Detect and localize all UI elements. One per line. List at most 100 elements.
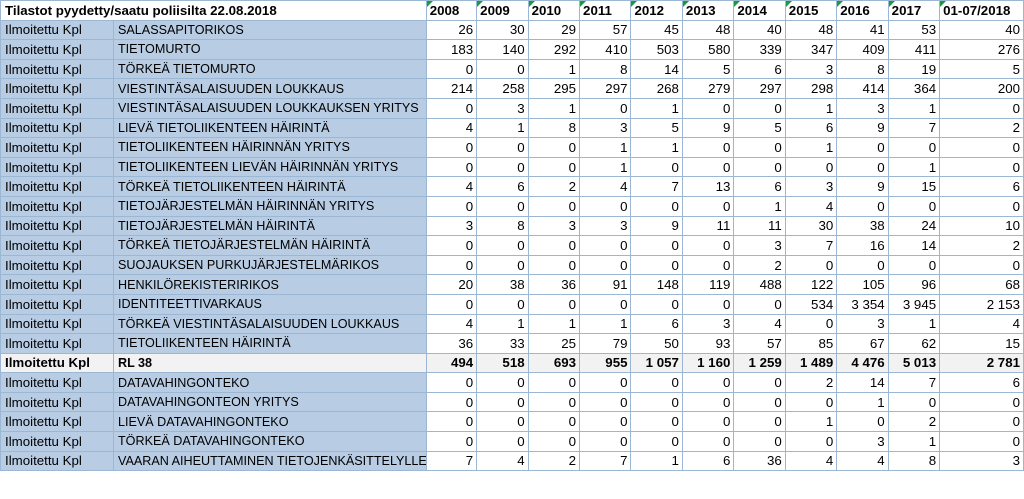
- value-cell[interactable]: 0: [527, 254, 581, 276]
- value-cell[interactable]: 140: [476, 39, 529, 60]
- value-cell[interactable]: 0: [939, 156, 1024, 178]
- value-cell[interactable]: 0: [425, 411, 478, 433]
- value-cell[interactable]: 8: [527, 117, 581, 139]
- value-cell[interactable]: 25: [527, 333, 581, 354]
- value-cell[interactable]: 0: [836, 156, 889, 178]
- value-cell[interactable]: 9: [836, 176, 889, 197]
- value-cell[interactable]: 1: [887, 156, 941, 178]
- row-type-cell[interactable]: Ilmoitettu Kpl: [0, 195, 114, 217]
- value-cell[interactable]: 4 476: [836, 352, 889, 374]
- offense-name-cell[interactable]: VAARAN AIHEUTTAMINEN TIETOJENKÄSITTELYLL…: [112, 450, 427, 472]
- value-cell[interactable]: 0: [733, 372, 786, 393]
- value-cell[interactable]: 0: [579, 293, 632, 315]
- value-cell[interactable]: 0: [476, 254, 529, 276]
- value-cell[interactable]: 3: [836, 431, 889, 452]
- offense-name-cell[interactable]: TIETOMURTO: [112, 39, 427, 60]
- value-cell[interactable]: 339: [733, 39, 786, 60]
- value-cell[interactable]: 1: [887, 313, 941, 335]
- year-header[interactable]: 2012: [630, 0, 683, 21]
- value-cell[interactable]: 409: [836, 39, 889, 60]
- value-cell[interactable]: 3: [784, 176, 838, 197]
- value-cell[interactable]: 3: [681, 313, 735, 335]
- value-cell[interactable]: 0: [733, 391, 786, 413]
- value-cell[interactable]: 0: [476, 372, 529, 393]
- offense-name-cell[interactable]: LIEVÄ TIETOLIIKENTEEN HÄIRINTÄ: [112, 117, 427, 139]
- value-cell[interactable]: 29: [527, 19, 581, 41]
- offense-name-cell[interactable]: TIETOLIIKENTEEN LIEVÄN HÄIRINNÄN YRITYS: [112, 156, 427, 178]
- value-cell[interactable]: 0: [579, 235, 632, 256]
- value-cell[interactable]: 5: [630, 117, 683, 139]
- value-cell[interactable]: 297: [579, 78, 632, 99]
- value-cell[interactable]: 8: [579, 58, 632, 80]
- value-cell[interactable]: 0: [733, 431, 786, 452]
- value-cell[interactable]: 0: [630, 195, 683, 217]
- value-cell[interactable]: 36: [733, 450, 786, 472]
- value-cell[interactable]: 33: [476, 333, 529, 354]
- offense-name-cell[interactable]: DATAVAHINGONTEON YRITYS: [112, 391, 427, 413]
- value-cell[interactable]: 214: [425, 78, 478, 99]
- value-cell[interactable]: 3 945: [887, 293, 941, 315]
- value-cell[interactable]: 298: [784, 78, 838, 99]
- value-cell[interactable]: 0: [527, 391, 581, 413]
- offense-name-cell[interactable]: RL 38: [112, 352, 427, 374]
- offense-name-cell[interactable]: SALASSAPITORIKOS: [112, 19, 427, 41]
- value-cell[interactable]: 0: [836, 137, 889, 158]
- value-cell[interactable]: 148: [630, 274, 683, 295]
- row-type-cell[interactable]: Ilmoitettu Kpl: [0, 372, 114, 393]
- value-cell[interactable]: 0: [836, 411, 889, 433]
- value-cell[interactable]: 0: [527, 372, 581, 393]
- value-cell[interactable]: 0: [425, 195, 478, 217]
- value-cell[interactable]: 0: [425, 293, 478, 315]
- value-cell[interactable]: 1 489: [784, 352, 838, 374]
- value-cell[interactable]: 0: [630, 235, 683, 256]
- value-cell[interactable]: 2: [527, 450, 581, 472]
- value-cell[interactable]: 0: [681, 254, 735, 276]
- offense-name-cell[interactable]: TIETOLIIKENTEEN HÄIRINNÄN YRITYS: [112, 137, 427, 158]
- row-type-cell[interactable]: Ilmoitettu Kpl: [0, 235, 114, 256]
- value-cell[interactable]: 0: [630, 411, 683, 433]
- value-cell[interactable]: 0: [681, 411, 735, 433]
- value-cell[interactable]: 11: [733, 215, 786, 237]
- value-cell[interactable]: 0: [476, 195, 529, 217]
- value-cell[interactable]: 4: [836, 450, 889, 472]
- value-cell[interactable]: 0: [579, 97, 632, 119]
- value-cell[interactable]: 0: [681, 293, 735, 315]
- value-cell[interactable]: 30: [476, 19, 529, 41]
- value-cell[interactable]: 1: [630, 137, 683, 158]
- value-cell[interactable]: 0: [579, 431, 632, 452]
- value-cell[interactable]: 503: [630, 39, 683, 60]
- row-type-cell[interactable]: Ilmoitettu Kpl: [0, 431, 114, 452]
- value-cell[interactable]: 200: [939, 78, 1024, 99]
- value-cell[interactable]: 0: [733, 156, 786, 178]
- row-type-cell[interactable]: Ilmoitettu Kpl: [0, 156, 114, 178]
- value-cell[interactable]: 364: [887, 78, 941, 99]
- value-cell[interactable]: 0: [939, 411, 1024, 433]
- value-cell[interactable]: 0: [733, 411, 786, 433]
- value-cell[interactable]: 494: [425, 352, 478, 374]
- value-cell[interactable]: 24: [887, 215, 941, 237]
- value-cell[interactable]: 3: [527, 215, 581, 237]
- value-cell[interactable]: 0: [527, 195, 581, 217]
- value-cell[interactable]: 0: [476, 235, 529, 256]
- value-cell[interactable]: 0: [939, 137, 1024, 158]
- value-cell[interactable]: 1 160: [681, 352, 735, 374]
- value-cell[interactable]: 7: [887, 372, 941, 393]
- value-cell[interactable]: 13: [681, 176, 735, 197]
- value-cell[interactable]: 1 259: [733, 352, 786, 374]
- value-cell[interactable]: 48: [681, 19, 735, 41]
- row-type-cell[interactable]: Ilmoitettu Kpl: [0, 117, 114, 139]
- value-cell[interactable]: 2 153: [939, 293, 1024, 315]
- value-cell[interactable]: 15: [887, 176, 941, 197]
- value-cell[interactable]: 0: [836, 195, 889, 217]
- row-type-cell[interactable]: Ilmoitettu Kpl: [0, 19, 114, 41]
- value-cell[interactable]: 9: [836, 117, 889, 139]
- value-cell[interactable]: 0: [476, 391, 529, 413]
- offense-name-cell[interactable]: IDENTITEETTIVARKAUS: [112, 293, 427, 315]
- value-cell[interactable]: 19: [887, 58, 941, 80]
- value-cell[interactable]: 4: [733, 313, 786, 335]
- value-cell[interactable]: 534: [784, 293, 838, 315]
- row-type-cell[interactable]: Ilmoitettu Kpl: [0, 293, 114, 315]
- sheet-title[interactable]: Tilastot pyydetty/saatu poliisilta 22.08…: [0, 0, 427, 21]
- value-cell[interactable]: 0: [887, 254, 941, 276]
- value-cell[interactable]: 1: [579, 137, 632, 158]
